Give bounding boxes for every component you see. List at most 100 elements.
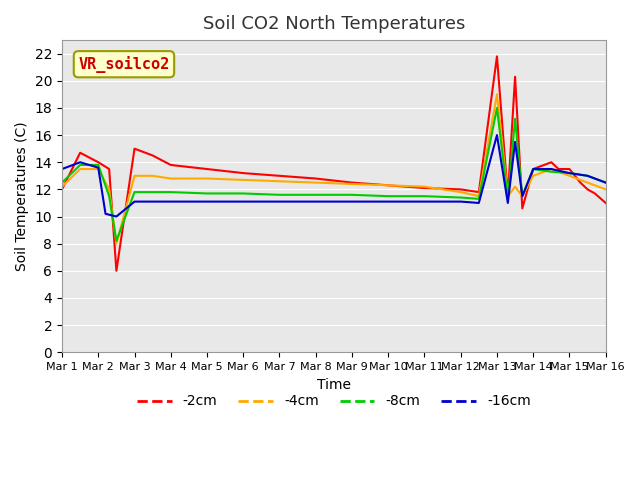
-4cm [113, 241, 120, 247]
-16cm [239, 199, 247, 204]
-16cm [167, 199, 175, 204]
-8cm [547, 169, 555, 175]
-2cm [312, 176, 319, 181]
-4cm [475, 193, 483, 199]
-16cm [131, 199, 138, 204]
-2cm [493, 53, 500, 59]
-2cm [420, 185, 428, 191]
-16cm [420, 199, 428, 204]
-8cm [420, 193, 428, 199]
-4cm [385, 182, 392, 188]
-2cm [602, 200, 609, 206]
-8cm [148, 189, 156, 195]
-4cm [148, 173, 156, 179]
-2cm [591, 191, 598, 196]
-8cm [239, 191, 247, 196]
-4cm [518, 193, 526, 199]
-2cm [113, 268, 120, 274]
-16cm [102, 211, 109, 216]
-16cm [76, 159, 84, 165]
-16cm [602, 180, 609, 185]
-8cm [312, 192, 319, 198]
-4cm [203, 176, 211, 181]
-16cm [312, 199, 319, 204]
Line: -4cm: -4cm [62, 95, 605, 244]
-16cm [584, 173, 591, 179]
-4cm [504, 193, 511, 199]
Line: -8cm: -8cm [62, 108, 605, 241]
-8cm [76, 162, 84, 168]
-2cm [577, 180, 584, 185]
-2cm [106, 166, 113, 172]
-4cm [566, 173, 573, 179]
-8cm [602, 180, 609, 185]
-4cm [348, 181, 356, 187]
-2cm [348, 180, 356, 185]
-4cm [457, 189, 465, 195]
-16cm [518, 193, 526, 199]
-16cm [493, 132, 500, 138]
-4cm [584, 180, 591, 185]
-2cm [511, 74, 519, 80]
-2cm [566, 166, 573, 172]
Line: -16cm: -16cm [62, 135, 605, 216]
-4cm [312, 180, 319, 185]
-8cm [385, 193, 392, 199]
-8cm [106, 193, 113, 199]
-2cm [167, 162, 175, 168]
-2cm [203, 166, 211, 172]
-2cm [76, 150, 84, 156]
-16cm [566, 170, 573, 176]
-16cm [511, 139, 519, 145]
-2cm [475, 189, 483, 195]
Line: -2cm: -2cm [62, 56, 605, 271]
-2cm [504, 193, 511, 199]
-2cm [529, 166, 537, 172]
-8cm [518, 193, 526, 199]
-8cm [276, 192, 284, 198]
-4cm [167, 176, 175, 181]
-2cm [58, 187, 66, 192]
-16cm [457, 199, 465, 204]
-2cm [148, 153, 156, 158]
-4cm [276, 179, 284, 184]
-16cm [95, 165, 102, 170]
-4cm [131, 173, 138, 179]
-8cm [504, 196, 511, 202]
-2cm [276, 173, 284, 179]
-8cm [566, 170, 573, 176]
-2cm [385, 182, 392, 188]
-8cm [457, 195, 465, 201]
-8cm [113, 238, 120, 244]
-16cm [113, 214, 120, 219]
-4cm [529, 173, 537, 179]
-16cm [547, 166, 555, 172]
-8cm [203, 191, 211, 196]
-4cm [511, 184, 519, 190]
-8cm [511, 116, 519, 122]
-4cm [547, 166, 555, 172]
X-axis label: Time: Time [317, 377, 351, 392]
-2cm [547, 159, 555, 165]
-4cm [58, 184, 66, 190]
-2cm [555, 166, 563, 172]
-4cm [95, 166, 102, 172]
-2cm [584, 187, 591, 192]
-16cm [58, 166, 66, 172]
-8cm [167, 189, 175, 195]
Text: VR_soilco2: VR_soilco2 [78, 56, 170, 72]
-8cm [348, 192, 356, 198]
-4cm [76, 166, 84, 172]
-8cm [493, 105, 500, 111]
-8cm [584, 173, 591, 179]
Y-axis label: Soil Temperatures (C): Soil Temperatures (C) [15, 121, 29, 271]
-16cm [148, 199, 156, 204]
-8cm [58, 180, 66, 185]
-4cm [420, 184, 428, 190]
-16cm [385, 199, 392, 204]
Legend: -2cm, -4cm, -8cm, -16cm: -2cm, -4cm, -8cm, -16cm [131, 389, 536, 414]
-2cm [95, 159, 102, 165]
-16cm [504, 200, 511, 206]
-16cm [203, 199, 211, 204]
-8cm [475, 196, 483, 202]
